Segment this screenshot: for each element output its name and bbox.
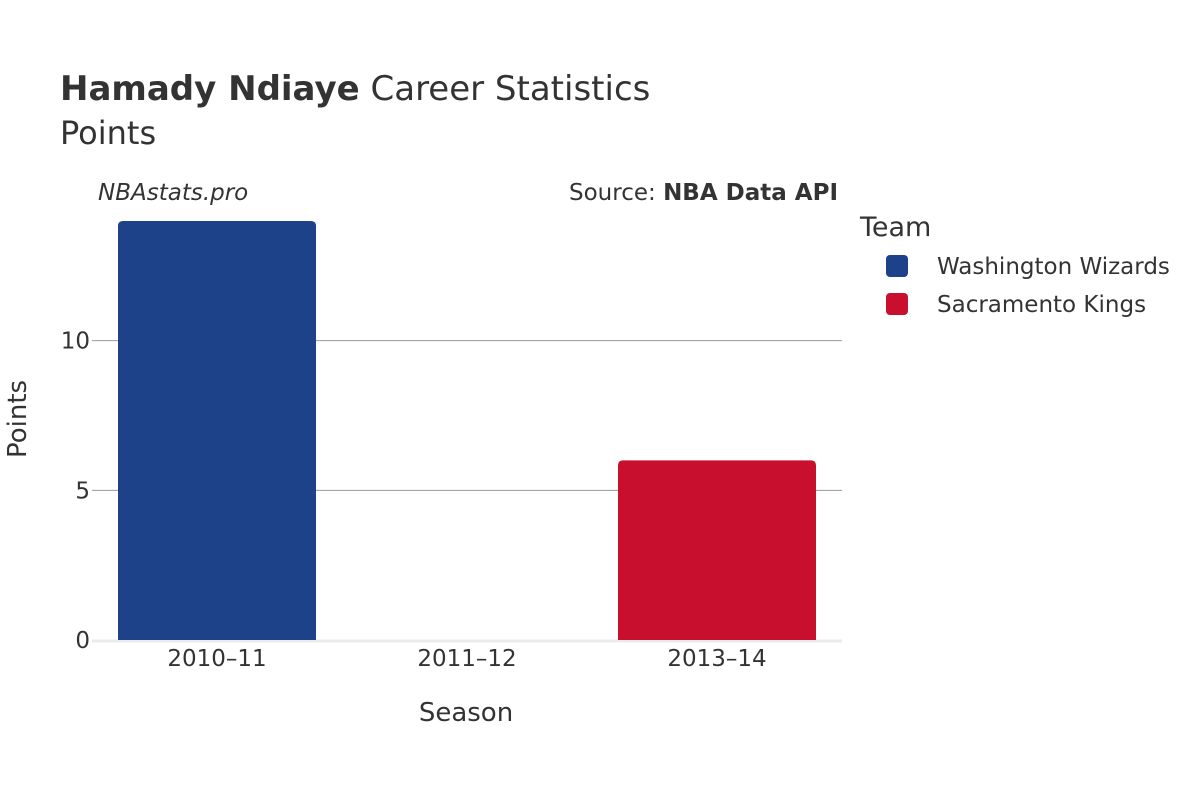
y-axis-label: Points [3,380,33,458]
x-tick-label: 2013–14 [667,646,766,672]
x-axis-label: Season [419,698,513,728]
legend-swatch [886,255,908,277]
source-label: Source: NBA Data API [569,180,838,206]
y-tick-label: 5 [75,478,90,504]
legend-title: Team [859,212,931,243]
bars [118,220,816,640]
legend-label: Washington Wizards [937,254,1170,280]
bar [118,220,316,640]
y-tick-label: 10 [61,329,90,355]
legend-label: Sacramento Kings [937,292,1146,318]
y-axis-ticks: 0 5 10 [61,329,90,654]
title-rest: Career Statistics [360,69,651,109]
watermark: NBAstats.pro [98,180,248,206]
y-tick-label: 0 [75,628,90,654]
legend: Washington Wizards Sacramento Kings [886,254,1170,318]
source-name: NBA Data API [663,180,838,206]
bar [618,460,816,640]
chart-title: Hamady Ndiaye Career Statistics [60,69,650,109]
legend-swatch [886,293,908,315]
x-axis-ticks: 2010–11 2011–12 2013–14 [167,646,766,672]
chart-subtitle: Points [60,114,156,152]
source-prefix: Source: [569,180,663,206]
title-player: Hamady Ndiaye [60,69,360,109]
x-tick-label: 2010–11 [167,646,266,672]
x-tick-label: 2011–12 [417,646,516,672]
